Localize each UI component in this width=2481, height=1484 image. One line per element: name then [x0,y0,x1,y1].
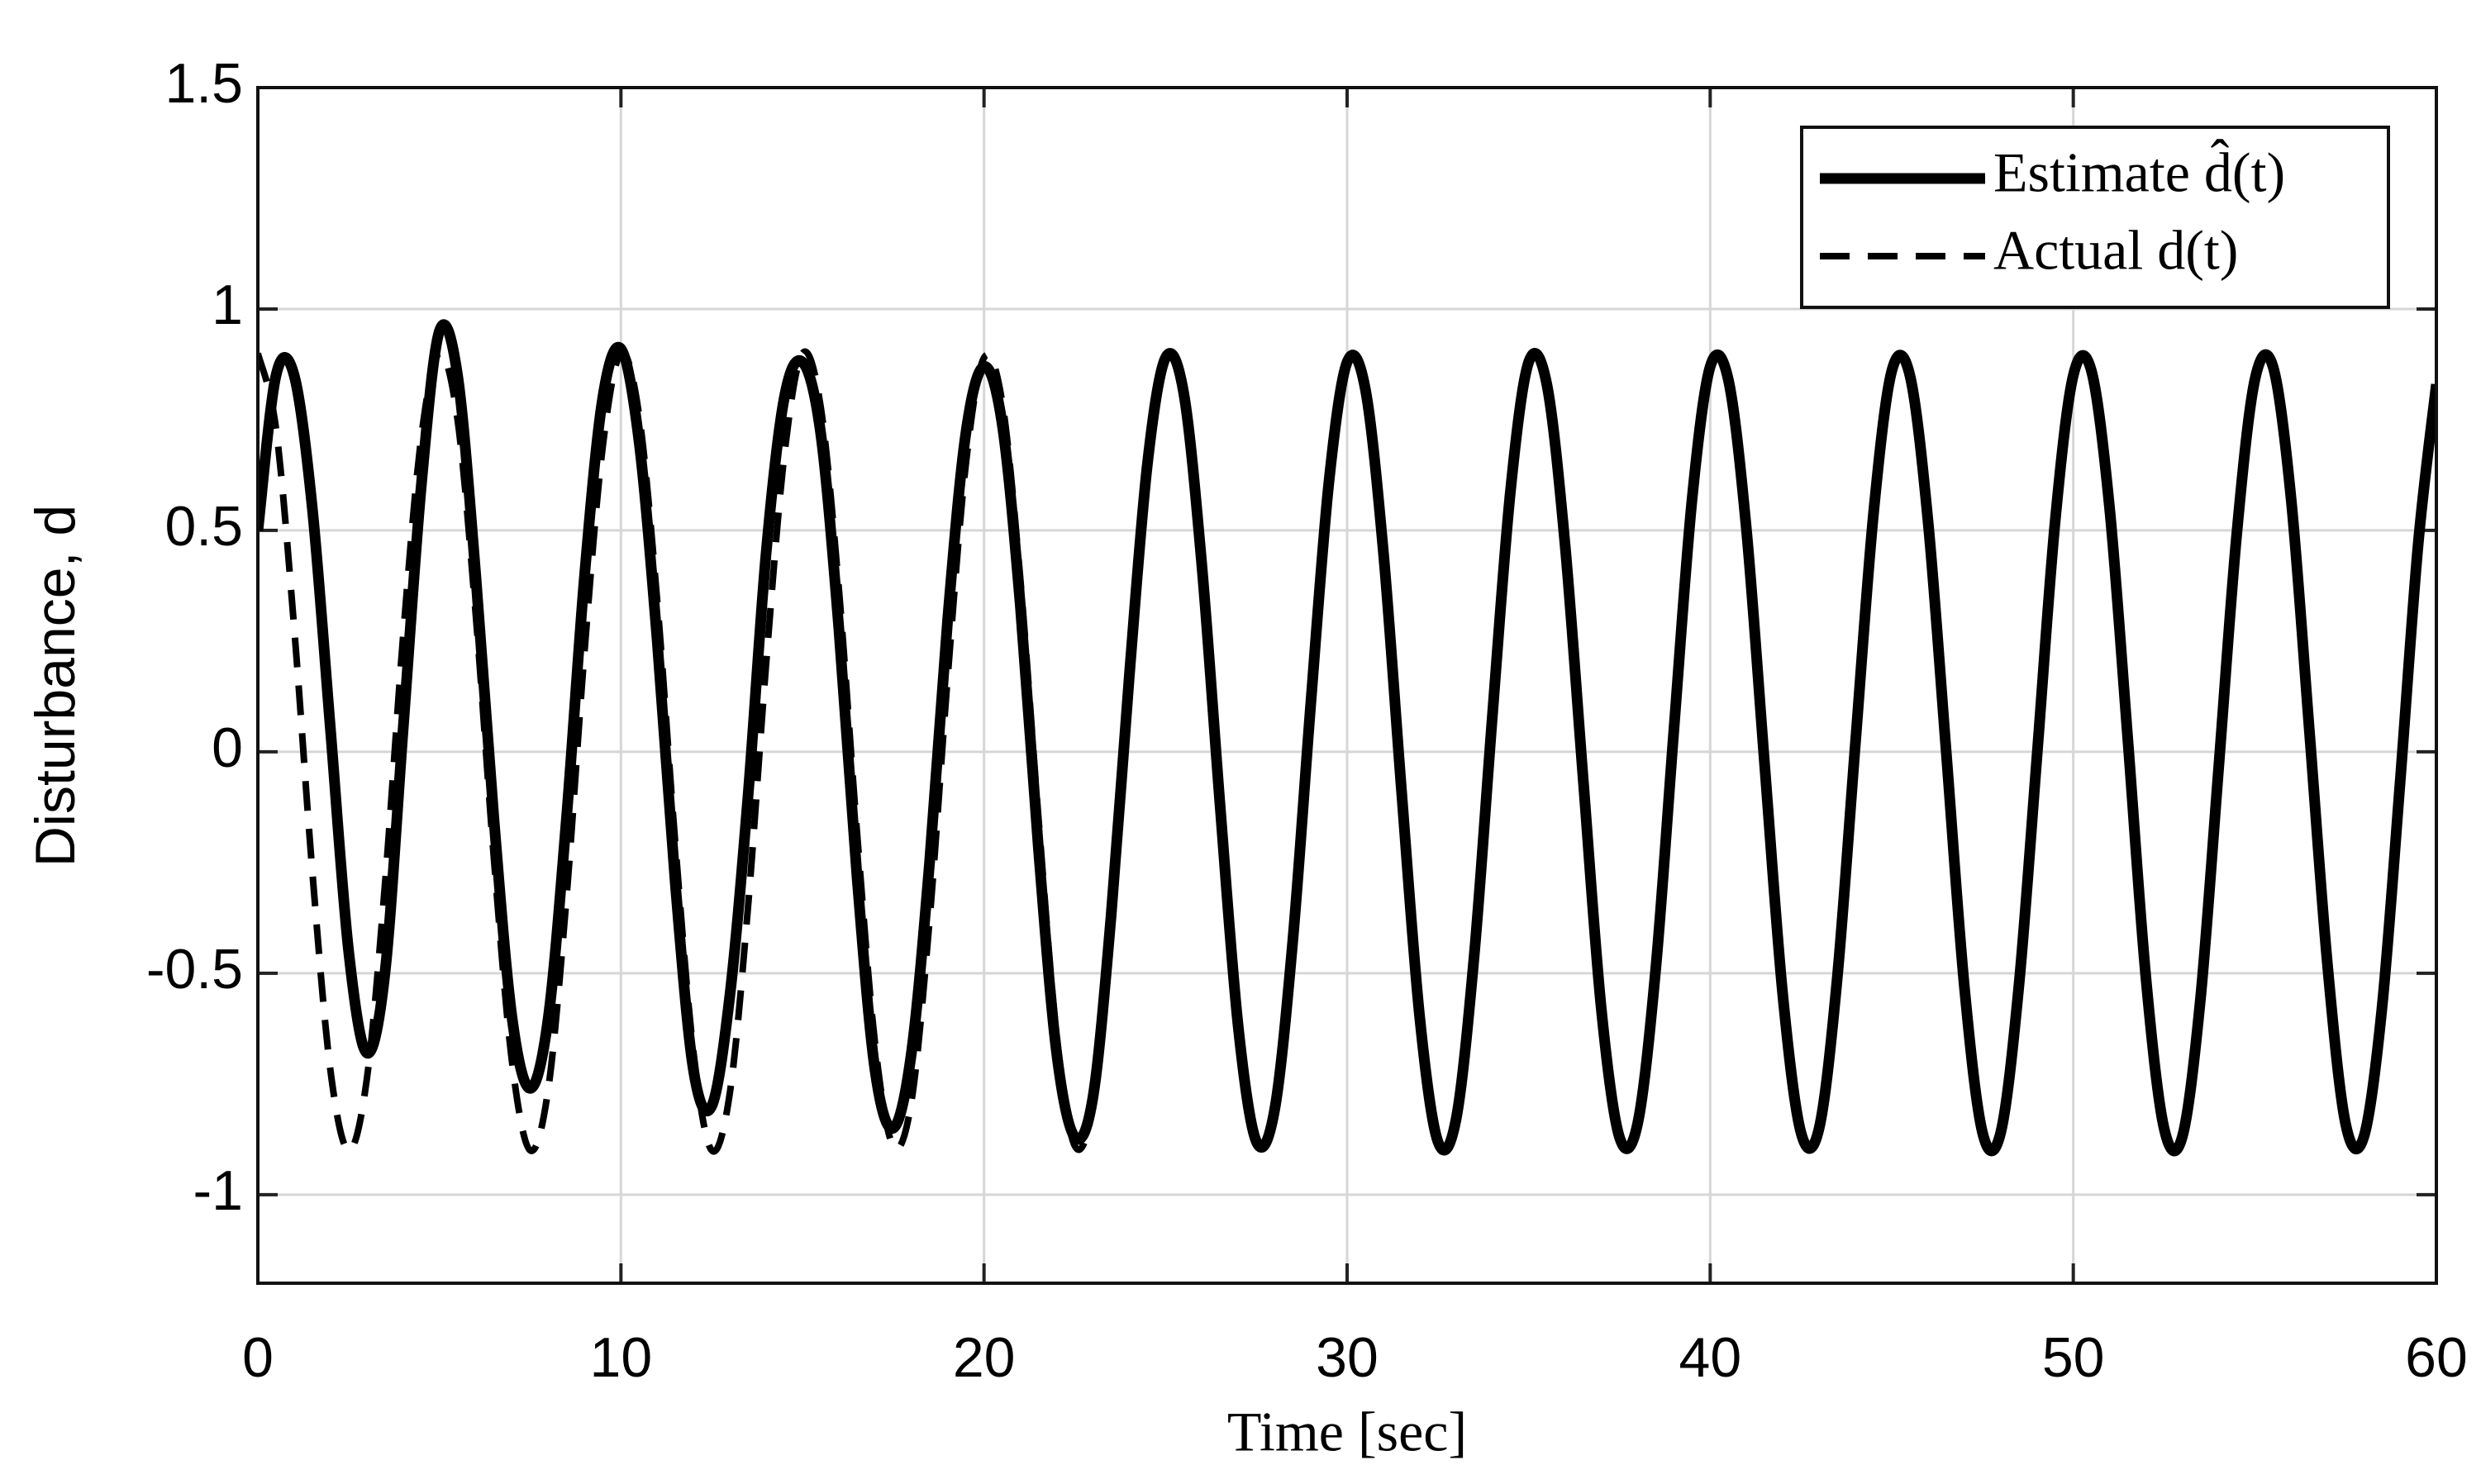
y-tick-label: 0 [212,716,243,779]
x-tick-label: 0 [242,1326,274,1389]
x-tick-label: 60 [2405,1326,2468,1389]
y-tick-label: 1 [212,273,243,336]
legend-box [1800,126,2390,309]
series-line [258,319,2436,1157]
x-tick-label: 50 [2042,1326,2105,1389]
legend-label: Estimate d̂(t) [1993,140,2285,204]
y-axis-label: Disturbance, d [24,505,87,867]
x-tick-label: 40 [1679,1326,1742,1389]
x-tick-label: 30 [1316,1326,1379,1389]
legend-label: Actual d(t) [1993,219,2238,282]
y-tick-label: 1.5 [164,52,243,115]
y-tick-label: -1 [193,1159,243,1222]
y-tick-label: 0.5 [164,495,243,558]
x-axis-label: Time [sec] [1227,1401,1467,1463]
y-tick-label: -0.5 [146,938,243,1001]
x-tick-label: 20 [953,1326,1016,1389]
plot-frame [256,86,2438,1285]
x-tick-label: 10 [590,1326,653,1389]
